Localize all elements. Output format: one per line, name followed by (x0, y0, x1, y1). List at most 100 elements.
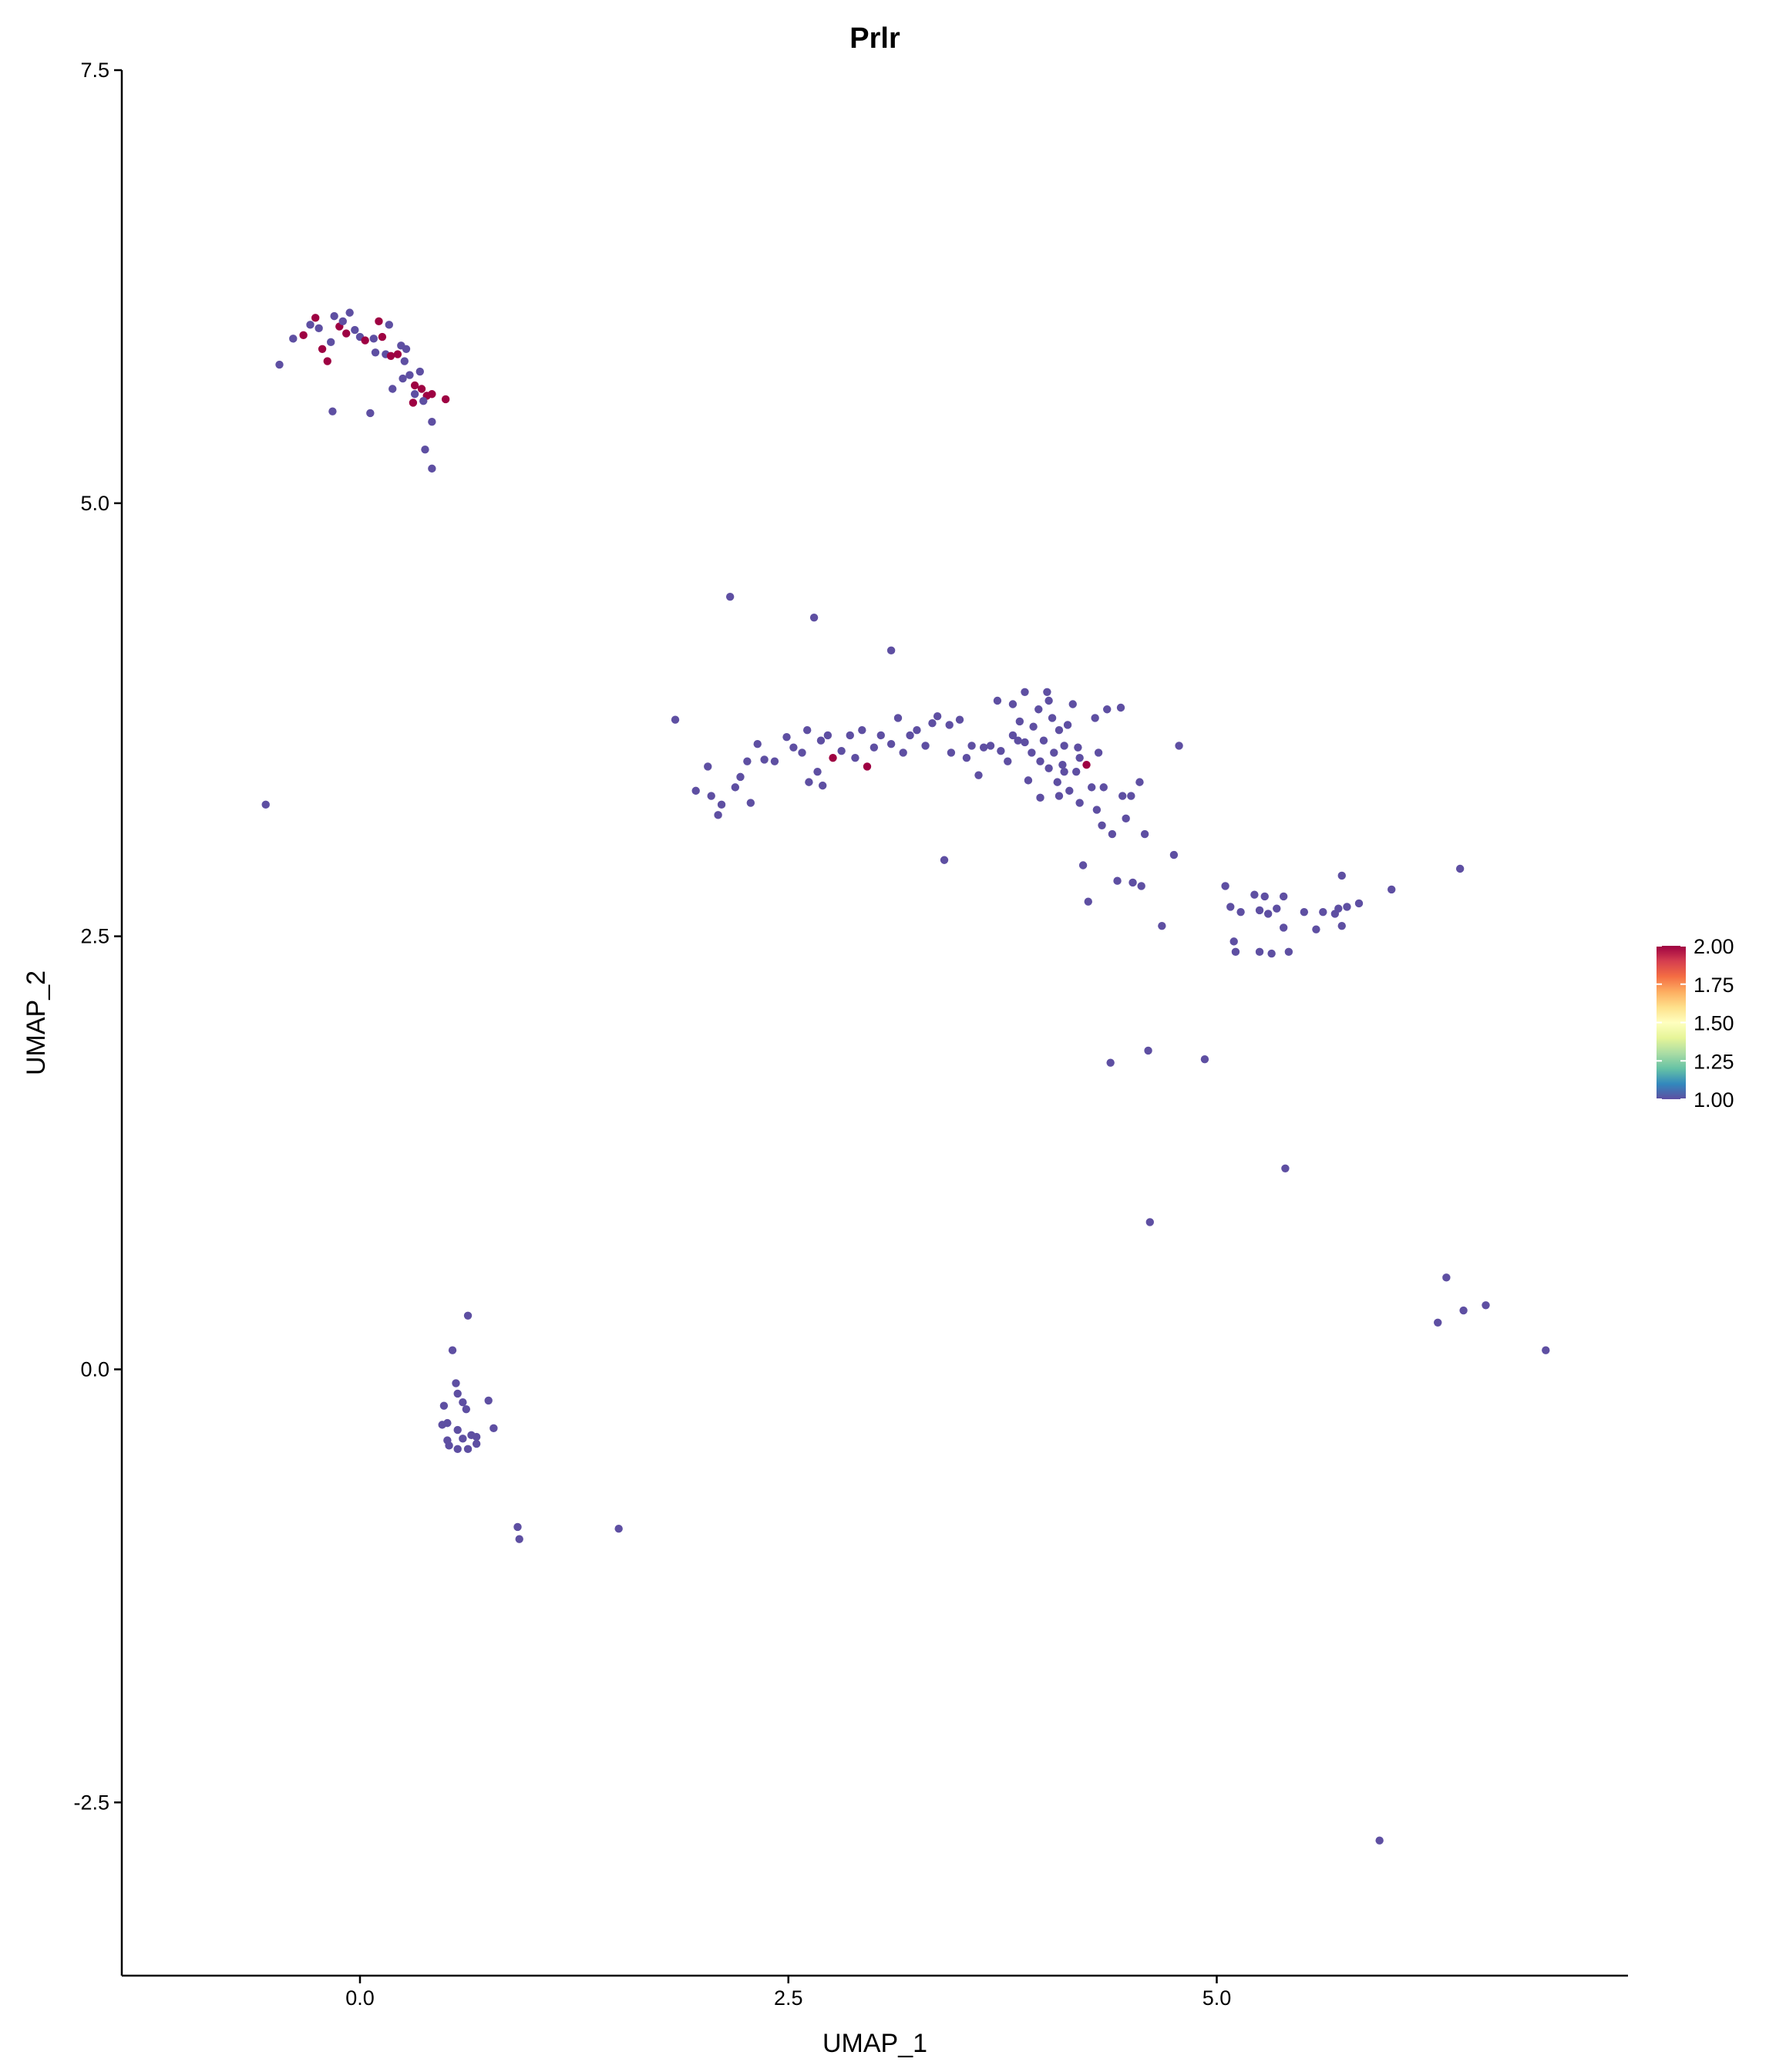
point (809, 613, 819, 622)
point (1229, 937, 1238, 946)
point (369, 335, 378, 343)
point (1144, 1046, 1152, 1055)
point (405, 371, 414, 379)
point (515, 1535, 523, 1543)
point (452, 1379, 460, 1388)
point (1092, 806, 1102, 814)
chart-title: Prlr (849, 22, 900, 55)
colorbar-tick-label: 1.00 (1694, 1088, 1734, 1112)
point (1140, 829, 1149, 839)
point (1063, 721, 1072, 729)
point (459, 1435, 467, 1443)
point (400, 357, 409, 365)
point (462, 1404, 471, 1414)
point (345, 308, 354, 317)
point (311, 314, 320, 322)
point (870, 743, 879, 752)
point (371, 348, 380, 357)
point (974, 771, 983, 779)
point (1542, 1346, 1550, 1354)
point (1200, 1054, 1209, 1064)
point (472, 1439, 481, 1448)
point (1021, 688, 1029, 696)
point (338, 317, 347, 326)
x-tick-label: 0.0 (345, 1986, 375, 2010)
point (1221, 882, 1229, 890)
colorbar-tick-label: 2.00 (1694, 935, 1734, 958)
point (789, 743, 798, 752)
point (802, 726, 812, 735)
point (1048, 714, 1057, 722)
point (933, 712, 942, 721)
point (1455, 864, 1465, 873)
point (1028, 748, 1036, 757)
point (906, 731, 914, 740)
point (513, 1522, 522, 1532)
point (1236, 907, 1245, 917)
point (1060, 742, 1068, 750)
point (463, 1311, 473, 1320)
point (886, 739, 896, 748)
point (1068, 700, 1077, 708)
colorbar-tick-label: 1.50 (1694, 1012, 1734, 1035)
point (484, 1396, 493, 1405)
point (837, 746, 846, 755)
point (299, 331, 308, 340)
point (1084, 897, 1092, 906)
point (962, 753, 971, 762)
point (1375, 1836, 1384, 1845)
point (1122, 814, 1130, 823)
colorbar-tick-label: 1.25 (1694, 1050, 1734, 1073)
point (489, 1424, 498, 1433)
point (863, 762, 872, 771)
point (1343, 903, 1351, 911)
point (453, 1425, 462, 1435)
point (330, 311, 338, 321)
point (805, 778, 813, 786)
point (417, 385, 426, 393)
point (428, 390, 436, 399)
point (1334, 904, 1343, 913)
point (1008, 700, 1018, 708)
point (671, 715, 680, 724)
point (443, 1418, 452, 1428)
point (1388, 885, 1396, 894)
point (1250, 890, 1259, 899)
point (342, 329, 351, 338)
point (1024, 776, 1033, 785)
point (410, 381, 419, 390)
point (421, 445, 429, 454)
point (1337, 871, 1346, 880)
x-axis-label: UMAP_1 (822, 2029, 927, 2058)
point (1103, 705, 1112, 714)
point (1054, 726, 1064, 735)
point (1158, 921, 1166, 930)
point (399, 374, 407, 383)
point (419, 397, 428, 405)
point (351, 325, 359, 335)
point (1034, 705, 1043, 714)
point (1459, 1306, 1468, 1315)
point (314, 324, 323, 333)
x-tick-label: 5.0 (1202, 1986, 1232, 2010)
point (1137, 882, 1145, 890)
y-tick-label: 5.0 (80, 492, 109, 515)
point (691, 786, 700, 796)
point (318, 345, 327, 354)
point (1260, 892, 1269, 901)
point (1053, 778, 1061, 786)
point (1127, 792, 1135, 800)
point (1054, 792, 1064, 800)
point (1255, 906, 1264, 915)
point (441, 395, 450, 404)
point (707, 792, 715, 800)
point (928, 719, 937, 728)
point (1226, 903, 1235, 911)
point (993, 696, 1002, 705)
point (1106, 1058, 1115, 1067)
point (1113, 876, 1122, 885)
point (1044, 764, 1053, 772)
point (1008, 731, 1018, 740)
